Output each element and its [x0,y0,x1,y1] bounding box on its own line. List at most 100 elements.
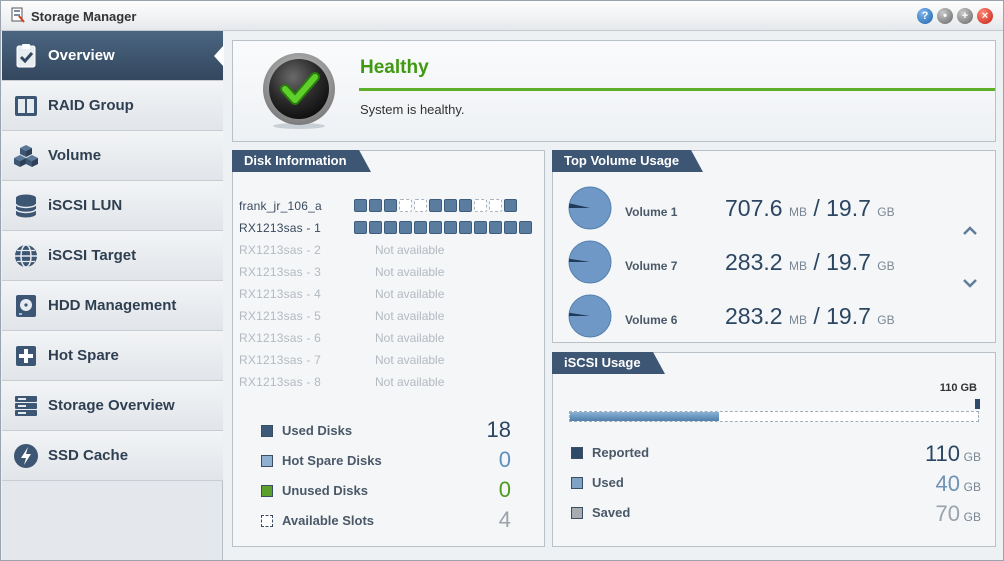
disk-slot-used[interactable] [474,221,487,234]
disk-row[interactable]: RX1213sas - 7 Not available [239,352,539,368]
disk-row-name: RX1213sas - 5 [239,309,321,323]
disk-slot-used[interactable] [399,221,412,234]
disk-slot-used[interactable] [444,221,457,234]
disk-slot-used[interactable] [354,199,367,212]
maximize-icon[interactable]: + [957,8,973,24]
iscsi-usage-fill [570,412,719,421]
disk-row[interactable]: frank_jr_106_a [239,198,539,214]
disk-row[interactable]: RX1213sas - 3 Not available [239,264,539,280]
health-status-title: Healthy [360,57,429,78]
sidebar-item-label: Storage Overview [48,397,175,414]
volume-used-unit: MB [788,313,807,327]
sidebar-item-ssd-cache[interactable]: SSD Cache [2,431,223,481]
disk-slot-used[interactable] [459,199,472,212]
iscsi-usage-bar [569,411,979,422]
disk-slot-used[interactable] [384,199,397,212]
sidebar-item-storage-overview[interactable]: Storage Overview [2,381,223,431]
storage-rack-icon [15,396,37,416]
legend-value: 110 [924,441,961,466]
disk-slot-used[interactable] [369,199,382,212]
health-divider [359,88,995,91]
volume-total-unit: GB [877,313,895,327]
chevron-down-icon[interactable] [963,275,977,293]
health-status-panel: Healthy System is healthy. [232,40,996,142]
disk-row-status: Not available [375,331,445,345]
disk-row[interactable]: RX1213sas - 1 [239,220,539,236]
disk-slot-used[interactable] [489,221,502,234]
disk-row[interactable]: RX1213sas - 2 Not available [239,242,539,258]
volume-row[interactable]: Volume 1 707.6 MB / 19.7 GB [567,185,967,231]
disk-slot-empty[interactable] [414,199,427,212]
legend-value: 4 [498,507,511,532]
disk-slot-used[interactable] [504,199,517,212]
volume-used: 283.2 [725,249,783,275]
volume-row[interactable]: Volume 7 283.2 MB / 19.7 GB [567,239,967,285]
lightning-icon [14,444,38,468]
disk-slot-empty[interactable] [489,199,502,212]
disk-information-panel: Disk Information frank_jr_106_a RX1213sa… [232,150,545,547]
disk-slot-used[interactable] [384,221,397,234]
sidebar-item-label: SSD Cache [48,447,129,464]
legend-value-group: 40 GB [936,471,981,497]
title-bar: Storage Manager ? • + × [1,1,1003,31]
legend-swatch [261,515,273,527]
legend-swatch [571,447,583,459]
window-title: Storage Manager [31,9,137,24]
volume-usage-value: 283.2 MB / 19.7 GB [725,303,895,330]
legend-value-group: 110 GB [925,441,981,467]
legend-value: 70 [935,501,961,526]
pin-icon[interactable]: • [937,8,953,24]
hdd-icon [16,295,36,317]
disk-slot-used[interactable] [414,221,427,234]
iscsi-legend-reported: Reported 110 GB [571,441,981,467]
disk-slot-used[interactable] [504,221,517,234]
sidebar-item-volume[interactable]: Volume [2,131,223,181]
sidebar-item-iscsi-target[interactable]: iSCSI Target [2,231,223,281]
sidebar-item-label: HDD Management [48,297,177,314]
legend-swatch [571,507,583,519]
top-volume-usage-panel: Top Volume Usage Volume 1 707.6 MB / 19.… [552,150,996,343]
hot-spare-plus-icon [16,346,36,366]
disk-row[interactable]: RX1213sas - 6 Not available [239,330,539,346]
legend-used-disks: Used Disks 18 [261,417,511,443]
legend-unit: GB [963,480,981,494]
volume-separator: / [813,303,820,329]
disk-slot-used[interactable] [429,221,442,234]
sidebar-item-hdd-management[interactable]: HDD Management [2,281,223,331]
disk-slot-used[interactable] [444,199,457,212]
disk-row-name: frank_jr_106_a [239,199,322,213]
chevron-up-icon[interactable] [963,223,977,241]
legend-label: Hot Spare Disks [282,453,382,468]
disk-slot-empty[interactable] [399,199,412,212]
disk-slot-empty[interactable] [474,199,487,212]
sidebar-item-label: RAID Group [48,97,134,114]
sidebar-item-hot-spare[interactable]: Hot Spare [2,331,223,381]
disk-slot-used[interactable] [369,221,382,234]
volume-total: 19.7 [826,303,871,329]
disk-slot-used[interactable] [459,221,472,234]
legend-label: Available Slots [282,513,374,528]
disk-row-status: Not available [375,265,445,279]
close-icon[interactable]: × [977,8,993,24]
disk-slot-used[interactable] [519,221,532,234]
sidebar-item-label: iSCSI Target [48,247,137,264]
sidebar-item-raid-group[interactable]: RAID Group [2,81,223,131]
disk-row-name: RX1213sas - 2 [239,243,321,257]
disk-row-status: Not available [375,243,445,257]
iscsi-legend-used: Used 40 GB [571,471,981,497]
legend-unused-disks: Unused Disks 0 [261,477,511,503]
disk-row[interactable]: RX1213sas - 4 Not available [239,286,539,302]
volume-row[interactable]: Volume 6 283.2 MB / 19.7 GB [567,293,967,339]
disk-row[interactable]: RX1213sas - 5 Not available [239,308,539,324]
volume-usage-value: 283.2 MB / 19.7 GB [725,249,895,276]
volume-used-unit: MB [788,205,807,219]
disk-slot-used[interactable] [429,199,442,212]
checkmark-icon [263,53,335,129]
disk-slot-used[interactable] [354,221,367,234]
sidebar-item-iscsi-lun[interactable]: iSCSI LUN [2,181,223,231]
disk-row[interactable]: RX1213sas - 8 Not available [239,374,539,390]
help-icon[interactable]: ? [917,8,933,24]
volume-separator: / [813,249,820,275]
legend-swatch [571,477,583,489]
sidebar-item-overview[interactable]: Overview [2,31,224,81]
